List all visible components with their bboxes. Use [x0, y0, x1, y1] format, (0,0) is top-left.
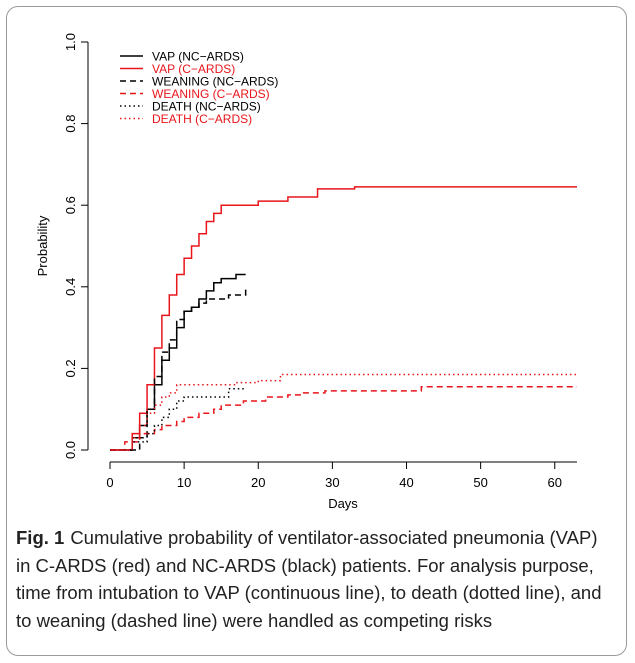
x-axis-label: Days — [328, 496, 358, 511]
legend-label: VAP (C−ARDS) — [152, 62, 235, 76]
legend-label: DEATH (NC−ARDS) — [152, 100, 261, 114]
legend: VAP (NC−ARDS)VAP (C−ARDS)WEANING (NC−ARD… — [120, 50, 278, 126]
series-line-6 — [110, 373, 577, 451]
caption-text: Cumulative probability of ventilator-ass… — [16, 527, 602, 631]
figure-caption: Fig. 1 Cumulative probability of ventilat… — [16, 524, 606, 634]
series-lines — [110, 186, 577, 451]
series-line-1 — [110, 273, 246, 451]
y-ticks: 0.0 0.2 0.4 0.6 0.8 1.0 — [63, 33, 88, 459]
figure-frame — [6, 6, 627, 656]
x-tick-label: 10 — [177, 475, 191, 490]
y-tick-label: 0.6 — [63, 196, 78, 214]
series-line-3 — [110, 286, 247, 451]
y-tick-label: 0.0 — [63, 441, 78, 459]
figure-label: Fig. 1 — [16, 527, 65, 548]
series-line-5 — [110, 388, 246, 451]
y-axis-label: Probability — [35, 215, 50, 276]
series-line-4 — [110, 386, 577, 451]
series-line-2 — [110, 186, 577, 451]
y-tick-label: 0.4 — [63, 278, 78, 296]
x-tick-label: 60 — [548, 475, 562, 490]
x-tick-label: 30 — [325, 475, 339, 490]
x-tick-label: 40 — [399, 475, 413, 490]
y-tick-label: 0.8 — [63, 115, 78, 133]
legend-label: DEATH (C−ARDS) — [152, 112, 252, 126]
x-tick-label: 50 — [473, 475, 487, 490]
legend-label: WEANING (C−ARDS) — [152, 87, 270, 101]
x-tick-label: 20 — [251, 475, 265, 490]
chart: 0 10 20 30 40 50 60 0.0 0.2 0.4 0.6 0.8 1.0 Days Pr… — [35, 33, 577, 511]
x-ticks: 0 10 20 30 40 50 60 — [106, 462, 562, 490]
y-tick-label: 1.0 — [63, 33, 78, 51]
legend-label: VAP (NC−ARDS) — [152, 50, 244, 64]
y-tick-label: 0.2 — [63, 359, 78, 377]
x-tick-label: 0 — [106, 475, 113, 490]
legend-label: WEANING (NC−ARDS) — [152, 75, 278, 89]
